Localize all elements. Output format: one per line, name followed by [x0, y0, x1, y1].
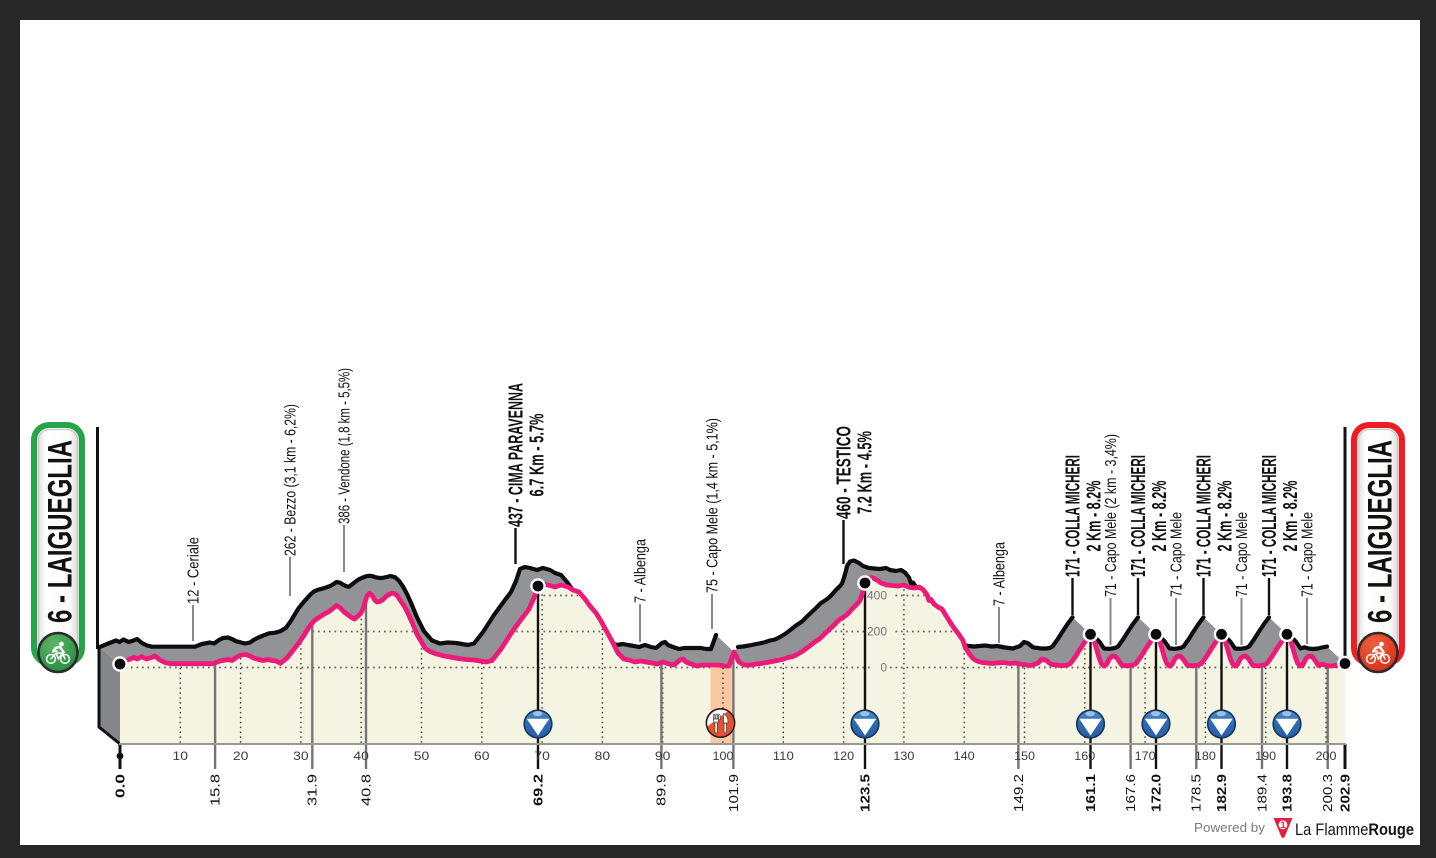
- svg-text:12 - Ceriale: 12 - Ceriale: [186, 537, 203, 604]
- svg-text:80: 80: [595, 749, 611, 763]
- svg-text:189.4: 189.4: [1255, 774, 1270, 812]
- svg-text:89.9: 89.9: [654, 774, 669, 806]
- svg-text:69.2: 69.2: [531, 774, 546, 806]
- svg-text:31.9: 31.9: [305, 774, 320, 806]
- svg-text:70: 70: [534, 749, 550, 763]
- svg-text:437 - CIMA PARAVENNA: 437 - CIMA PARAVENNA: [506, 383, 528, 527]
- svg-text:0: 0: [881, 663, 888, 675]
- svg-text:167.6: 167.6: [1123, 774, 1138, 812]
- svg-text:2 Km - 8.2%: 2 Km - 8.2%: [1149, 480, 1171, 551]
- svg-text:171 - COLLA MICHERI: 171 - COLLA MICHERI: [1259, 455, 1281, 577]
- svg-text:170: 170: [1135, 749, 1156, 763]
- svg-text:202.9: 202.9: [1338, 774, 1353, 812]
- svg-text:40: 40: [353, 749, 369, 763]
- svg-text:10: 10: [173, 749, 189, 763]
- svg-text:130: 130: [893, 749, 914, 763]
- svg-text:7 - Albenga: 7 - Albenga: [992, 542, 1009, 606]
- svg-text:75 - Capo Mele (1,4 km - 5,1%): 75 - Capo Mele (1,4 km - 5,1%): [705, 418, 722, 593]
- svg-text:171 - COLLA MICHERI: 171 - COLLA MICHERI: [1194, 455, 1216, 577]
- svg-text:100: 100: [713, 749, 734, 763]
- svg-text:460 - TESTICO: 460 - TESTICO: [834, 426, 856, 519]
- svg-text:71 - Capo Mele: 71 - Capo Mele: [1300, 512, 1317, 597]
- svg-text:150: 150: [1014, 749, 1035, 763]
- svg-text:123.5: 123.5: [858, 774, 873, 812]
- svg-text:71 - Capo Mele (2 km - 3,4%): 71 - Capo Mele (2 km - 3,4%): [1103, 434, 1120, 597]
- svg-text:71 - Capo Mele: 71 - Capo Mele: [1234, 512, 1251, 597]
- svg-text:2 Km - 8.2%: 2 Km - 8.2%: [1084, 480, 1106, 551]
- svg-text:161.1: 161.1: [1083, 774, 1098, 812]
- svg-text:6 - LAIGUEGLIA: 6 - LAIGUEGLIA: [42, 440, 80, 623]
- svg-text:20: 20: [233, 749, 249, 763]
- svg-text:La FlammeRouge: La FlammeRouge: [1295, 821, 1414, 839]
- svg-text:7 - Albenga: 7 - Albenga: [633, 539, 650, 603]
- svg-text:Powered by: Powered by: [1194, 821, 1266, 835]
- svg-text:50: 50: [414, 749, 430, 763]
- svg-text:15.8: 15.8: [208, 774, 223, 806]
- svg-text:160: 160: [1074, 749, 1095, 763]
- svg-text:101.9: 101.9: [726, 774, 741, 812]
- svg-text:71 - Capo Mele: 71 - Capo Mele: [1169, 512, 1186, 597]
- svg-text:2 Km - 8.2%: 2 Km - 8.2%: [1280, 480, 1302, 551]
- svg-text:180: 180: [1195, 749, 1216, 763]
- svg-text:172.0: 172.0: [1149, 774, 1164, 812]
- svg-text:171 - COLLA MICHERI: 171 - COLLA MICHERI: [1063, 455, 1085, 577]
- svg-text:178.5: 178.5: [1189, 774, 1204, 812]
- svg-text:1: 1: [1280, 820, 1285, 830]
- svg-text:200.3: 200.3: [1320, 774, 1335, 812]
- svg-text:190: 190: [1255, 749, 1276, 763]
- svg-text:30: 30: [293, 749, 309, 763]
- svg-text:200: 200: [1316, 749, 1337, 763]
- svg-text:110: 110: [773, 749, 794, 763]
- svg-text:171 - COLLA MICHERI: 171 - COLLA MICHERI: [1128, 455, 1150, 577]
- svg-text:90: 90: [655, 749, 671, 763]
- svg-text:60: 60: [474, 749, 490, 763]
- svg-text:400: 400: [867, 591, 887, 603]
- svg-text:6.7 Km - 5.7%: 6.7 Km - 5.7%: [527, 413, 549, 496]
- svg-text:40.8: 40.8: [359, 774, 374, 806]
- svg-text:149.2: 149.2: [1011, 774, 1026, 812]
- svg-text:386 - Vendone (1,8 km - 5,5%): 386 - Vendone (1,8 km - 5,5%): [337, 368, 354, 524]
- svg-text:262 - Bezzo (3,1 km - 6,2%): 262 - Bezzo (3,1 km - 6,2%): [283, 404, 300, 556]
- svg-text:6 - LAIGUEGLIA: 6 - LAIGUEGLIA: [1362, 440, 1400, 623]
- svg-text:182.9: 182.9: [1214, 774, 1229, 812]
- svg-text:0.0: 0.0: [113, 774, 128, 798]
- svg-text:7.2 Km - 4.5%: 7.2 Km - 4.5%: [855, 431, 877, 514]
- svg-text:200: 200: [867, 627, 887, 639]
- svg-text:140: 140: [954, 749, 975, 763]
- svg-text:120: 120: [833, 749, 854, 763]
- svg-text:2 Km - 8.2%: 2 Km - 8.2%: [1215, 480, 1237, 551]
- svg-text:193.8: 193.8: [1280, 774, 1295, 812]
